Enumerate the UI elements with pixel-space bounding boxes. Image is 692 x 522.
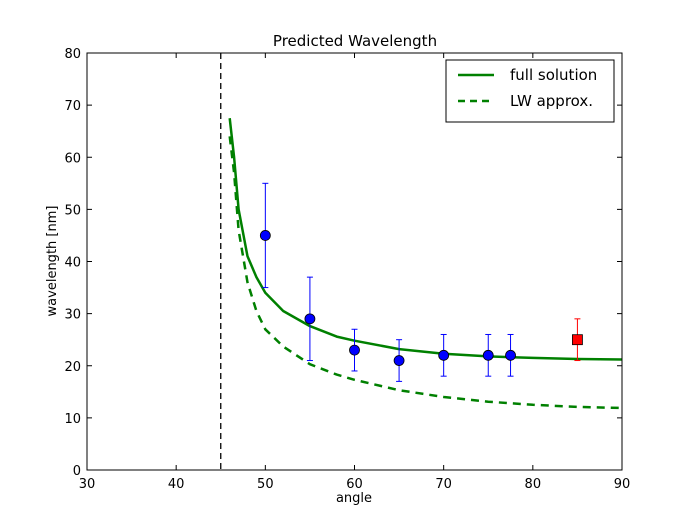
y-axis-label: wavelength [nm] bbox=[45, 206, 60, 317]
x-tick-label: 50 bbox=[257, 477, 274, 492]
series-line-lw-approx bbox=[228, 136, 623, 410]
legend-label-full-solution: full solution bbox=[510, 66, 597, 84]
axis-ticks: 30 40 50 60 70 80 90 0 10 20 30 40 50 60 70 80 bbox=[64, 47, 630, 492]
x-tick-label: 90 bbox=[614, 477, 631, 492]
y-tick-label: 20 bbox=[64, 360, 81, 375]
x-axis-label: angle bbox=[336, 491, 372, 506]
y-tick-label: 10 bbox=[64, 412, 81, 427]
y-tick-label: 60 bbox=[64, 151, 81, 166]
chart-title: Predicted Wavelength bbox=[273, 32, 437, 50]
x-tick-label: 40 bbox=[168, 477, 185, 492]
data-point bbox=[304, 313, 316, 325]
y-tick-label: 40 bbox=[64, 256, 81, 271]
y-tick-label: 50 bbox=[64, 203, 81, 218]
x-tick-label: 60 bbox=[346, 477, 363, 492]
y-tick-label: 80 bbox=[64, 47, 81, 62]
data-point bbox=[259, 230, 271, 241]
y-tick-label: 30 bbox=[64, 308, 81, 323]
data-point bbox=[393, 355, 405, 366]
x-tick-label: 70 bbox=[435, 477, 452, 492]
legend-label-lw-approx: LW approx. bbox=[510, 92, 593, 110]
plot-area bbox=[220, 53, 623, 470]
y-tick-label: 0 bbox=[73, 464, 81, 479]
legend: full solution LW approx. bbox=[445, 59, 615, 123]
data-point-square bbox=[572, 334, 583, 346]
data-point bbox=[349, 344, 360, 356]
data-point bbox=[482, 349, 494, 361]
x-tick-label: 30 bbox=[79, 477, 96, 492]
data-point bbox=[438, 349, 450, 361]
legend-box bbox=[445, 59, 615, 123]
y-tick-label: 70 bbox=[64, 99, 81, 114]
data-point bbox=[505, 349, 516, 361]
x-tick-label: 80 bbox=[525, 477, 542, 492]
